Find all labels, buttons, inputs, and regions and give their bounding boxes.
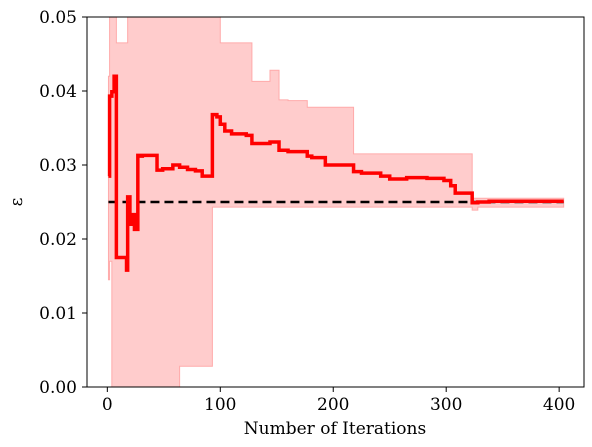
y-tick-label: 0.00 xyxy=(39,378,77,398)
y-tick-label: 0.01 xyxy=(39,304,77,324)
x-axis-ticks: 0 100 200 300 400 xyxy=(102,387,575,415)
y-tick-label: 0.02 xyxy=(39,230,77,250)
y-tick-label: 0.05 xyxy=(39,8,77,28)
x-tick-label: 0 xyxy=(102,395,113,415)
x-tick-label: 400 xyxy=(543,395,575,415)
x-tick-label: 100 xyxy=(204,395,236,415)
y-tick-label: 0.03 xyxy=(39,156,77,176)
line-layer xyxy=(107,74,564,272)
y-tick-label: 0.04 xyxy=(39,82,77,102)
mean-line xyxy=(107,74,564,272)
x-axis-label: Number of Iterations xyxy=(244,419,426,439)
y-axis-ticks: 0.00 0.01 0.02 0.03 0.04 0.05 xyxy=(39,8,87,398)
y-axis-label: ε xyxy=(7,197,27,206)
x-tick-label: 300 xyxy=(430,395,462,415)
plot-frame xyxy=(86,16,585,388)
x-tick-label: 200 xyxy=(317,395,349,415)
